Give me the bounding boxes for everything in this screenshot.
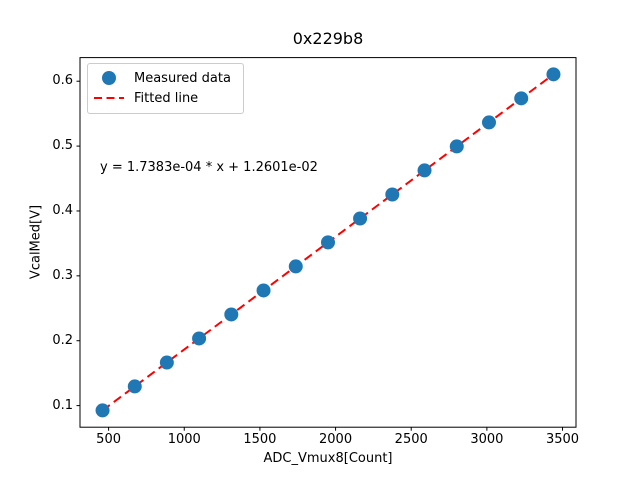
y-axis-label: VcalMed[V] [28,204,44,280]
x-axis-label: ADC_Vmux8[Count] [263,451,393,466]
data-point [256,283,271,298]
data-point [321,235,335,250]
fitted-line-marker-icon [94,97,124,99]
x-tick-label: 1000 [167,432,201,447]
fit-equation-annotation: y = 1.7383e-04 * x + 1.2601e-02 [100,160,318,175]
data-point [224,307,239,322]
y-tick-label: 0.2 [52,332,73,348]
x-tick-label: 2500 [394,432,428,447]
y-tick-label: 0.1 [52,397,73,413]
x-tick-label: 3500 [545,432,580,447]
data-point [159,355,174,370]
y-tick-label: 0.6 [52,73,73,89]
data-point [288,259,303,274]
y-tick-label: 0.5 [52,138,73,154]
measured-data-marker-icon [102,71,116,85]
x-tick-label: 500 [96,432,121,447]
legend-label-fitted-line: Fitted line [134,90,199,106]
data-point [95,403,110,418]
chart-title: 0x229b8 [292,29,364,48]
data-point [449,139,464,154]
axes-frame [79,57,577,428]
data-point [417,163,432,178]
legend-handle [94,96,124,100]
y-tick-label: 0.4 [52,202,73,218]
legend-item-fitted-line: Fitted line [94,88,231,108]
data-point [192,331,207,346]
data-point [127,379,142,394]
x-tick-label: 2000 [319,432,353,447]
data-point [481,115,496,130]
data-point [385,187,400,202]
legend: Measured data Fitted line [87,63,244,114]
y-tick-label: 0.3 [52,267,73,283]
x-tick-label: 3000 [470,432,504,447]
data-point [514,91,529,106]
legend-handle [94,71,124,85]
x-tick-label: 1500 [243,432,277,447]
legend-label-measured-data: Measured data [134,70,231,86]
data-point [353,211,368,226]
legend-item-measured-data: Measured data [94,68,231,88]
data-point [546,67,561,82]
